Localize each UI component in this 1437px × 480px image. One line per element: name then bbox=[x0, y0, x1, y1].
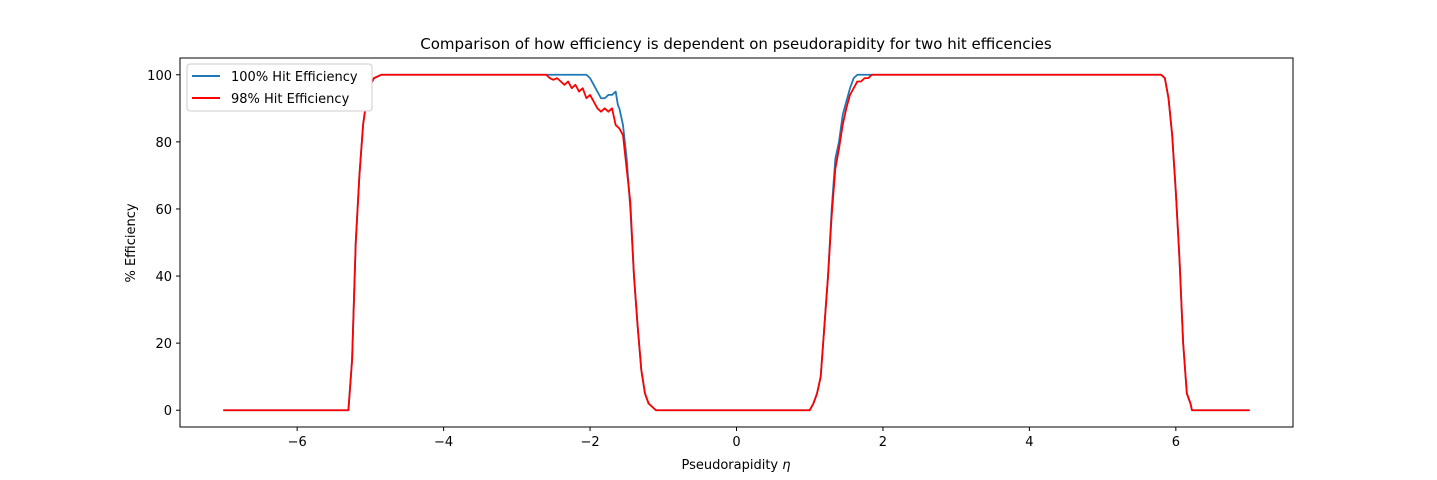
x-tick-label: 2 bbox=[879, 435, 887, 450]
x-tick-label: 0 bbox=[732, 435, 740, 450]
y-tick-label: 20 bbox=[155, 337, 172, 352]
y-axis: 0 20 40 60 80 100 bbox=[147, 69, 180, 419]
series-layer bbox=[223, 73, 1250, 412]
x-tick-label: −4 bbox=[434, 435, 453, 450]
chart-title: Comparison of how efficiency is dependen… bbox=[420, 35, 1052, 53]
series-line-2 bbox=[223, 73, 1250, 412]
y-axis-label: % Efficiency bbox=[124, 203, 139, 282]
x-tick-label: −2 bbox=[580, 435, 599, 450]
x-axis: −6 −4 −2 0 2 4 6 bbox=[288, 427, 1180, 450]
x-axis-label: Pseudorapidity η bbox=[681, 458, 790, 473]
x-axis-label-text: Pseudorapidity bbox=[681, 458, 782, 473]
legend-label: 98% Hit Efficiency bbox=[231, 92, 350, 107]
y-tick-label: 80 bbox=[155, 136, 172, 151]
legend-box bbox=[186, 63, 373, 112]
x-axis-label-symbol: η bbox=[782, 458, 790, 473]
x-tick-label: −6 bbox=[288, 435, 307, 450]
y-tick-label: 0 bbox=[164, 404, 172, 419]
y-tick-label: 40 bbox=[155, 270, 172, 285]
y-tick-label: 100 bbox=[147, 69, 172, 84]
legend-label: 100% Hit Efficiency bbox=[231, 70, 358, 85]
x-tick-label: 4 bbox=[1025, 435, 1033, 450]
legend: 100% Hit Efficiency 98% Hit Efficiency bbox=[186, 63, 373, 112]
x-tick-label: 6 bbox=[1172, 435, 1180, 450]
y-tick-label: 60 bbox=[155, 203, 172, 218]
